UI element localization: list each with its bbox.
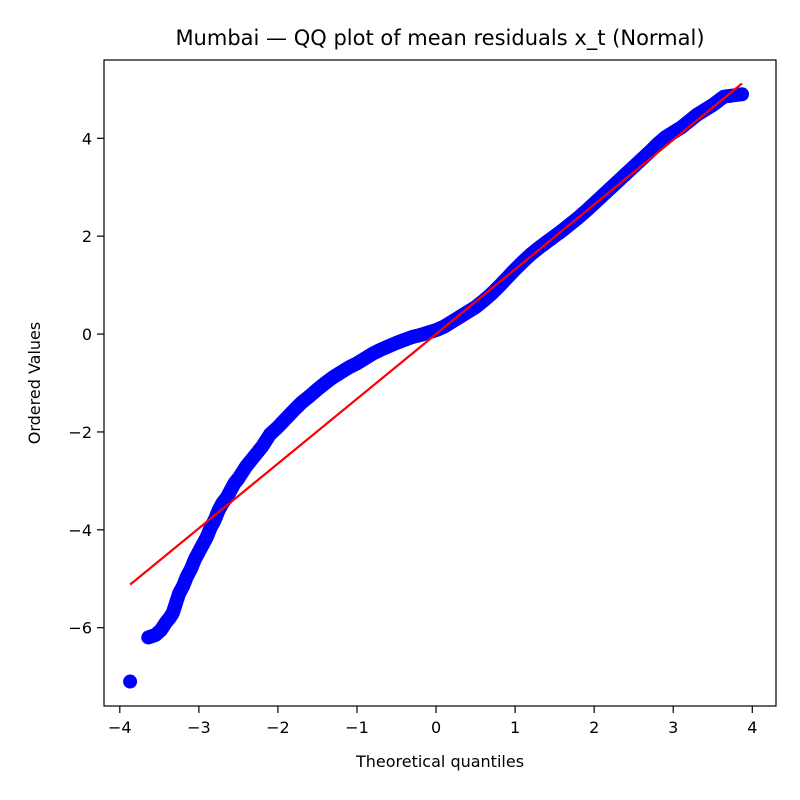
y-tick-label: −6 — [68, 619, 92, 638]
x-tick-label: −2 — [266, 718, 290, 737]
y-tick-label: 2 — [82, 227, 92, 246]
fit-line — [129, 82, 743, 586]
y-axis-ticks: −6 −4 −2 0 2 4 — [68, 129, 104, 638]
x-tick-label: 4 — [747, 718, 757, 737]
x-tick-label: 2 — [589, 718, 599, 737]
data-point — [735, 87, 750, 102]
data-point — [123, 674, 138, 689]
x-axis-label: Theoretical quantiles — [355, 752, 524, 771]
scatter-points — [123, 87, 750, 689]
y-tick-label: 4 — [82, 129, 92, 148]
x-axis-ticks: −4 −3 −2 −1 0 1 2 3 4 — [108, 706, 757, 737]
y-tick-label: −4 — [68, 521, 92, 540]
x-tick-label: 1 — [510, 718, 520, 737]
plot-frame — [103, 59, 777, 707]
chart-title: Mumbai — QQ plot of mean residuals x_t (… — [175, 26, 704, 51]
reference-line — [129, 82, 743, 586]
x-tick-label: −4 — [108, 718, 132, 737]
y-tick-label: −2 — [68, 423, 92, 442]
x-tick-label: 0 — [431, 718, 441, 737]
x-tick-label: −1 — [345, 718, 369, 737]
y-tick-label: 0 — [82, 325, 92, 344]
x-tick-label: 3 — [668, 718, 678, 737]
y-axis-label: Ordered Values — [25, 322, 44, 444]
x-tick-label: −3 — [187, 718, 211, 737]
